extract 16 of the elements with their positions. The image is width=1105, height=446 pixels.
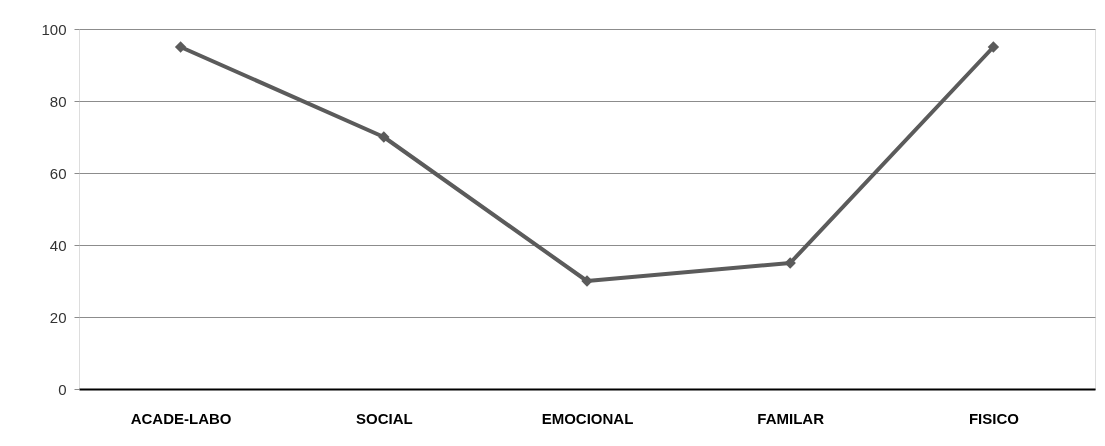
- point: [378, 131, 390, 143]
- x-tick-label: ACADE-LABO: [130, 409, 232, 427]
- y-tick-label: 60: [49, 164, 67, 182]
- point: [987, 41, 1000, 53]
- y-tick-label: 20: [49, 308, 67, 326]
- point: [581, 275, 593, 287]
- point: [174, 41, 187, 53]
- x-tick-label: FISICO: [968, 409, 1020, 427]
- x-tick-label: FAMILAR: [757, 409, 825, 427]
- y-tick-label: 80: [49, 92, 67, 110]
- x-tick-label: SOCIAL: [355, 409, 413, 427]
- point: [784, 257, 796, 269]
- y-tick-label: 0: [58, 380, 67, 398]
- y-tick-label: 40: [49, 236, 67, 254]
- x-tick-label: EMOCIONAL: [541, 409, 634, 427]
- y-tick-label: 100: [41, 20, 67, 38]
